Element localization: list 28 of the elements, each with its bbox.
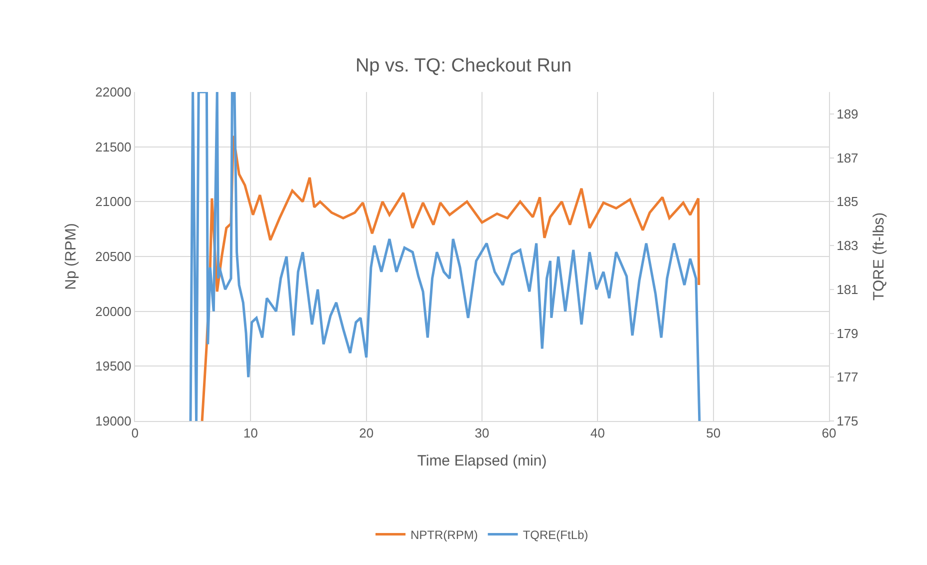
y-tick-label: 21000: [95, 194, 132, 210]
chart-title: Np vs. TQ: Checkout Run: [355, 56, 572, 77]
y2-tick-label: 187: [836, 150, 858, 166]
y-tick-label: 19500: [95, 358, 132, 374]
y-tick-label: 21500: [95, 139, 132, 154]
y2-tick-label: 179: [836, 326, 858, 341]
x-tick-label: 0: [131, 426, 139, 441]
y-tick-label: 20500: [95, 249, 132, 264]
y2-tick-label: 177: [836, 370, 858, 385]
y-tick-label: 19000: [95, 414, 132, 429]
x-tick-label: 10: [243, 426, 258, 441]
y2-tick-label: 185: [836, 194, 858, 210]
y2-tick-label: 175: [836, 414, 858, 429]
y-tick-label: 22000: [95, 84, 132, 100]
legend-label: NPTR(RPM): [410, 528, 478, 542]
y2-axis-title: TQRE (ft-lbs): [870, 212, 888, 301]
y2-tick-label: 189: [836, 106, 858, 122]
x-tick-label: 60: [822, 426, 836, 441]
legend-label: TQRE(FtLb): [522, 528, 588, 542]
y2-tick-label: 183: [836, 238, 858, 254]
x-tick-label: 50: [706, 426, 721, 441]
y-axis-title: Np (RPM): [62, 223, 80, 290]
x-tick-label: 30: [474, 426, 490, 441]
x-tick-label: 40: [590, 426, 605, 441]
y2-tick-label: 181: [836, 282, 858, 297]
x-axis-title: Time Elapsed (min): [417, 452, 547, 470]
x-tick-label: 20: [359, 426, 374, 441]
y-tick-label: 20000: [95, 304, 132, 319]
